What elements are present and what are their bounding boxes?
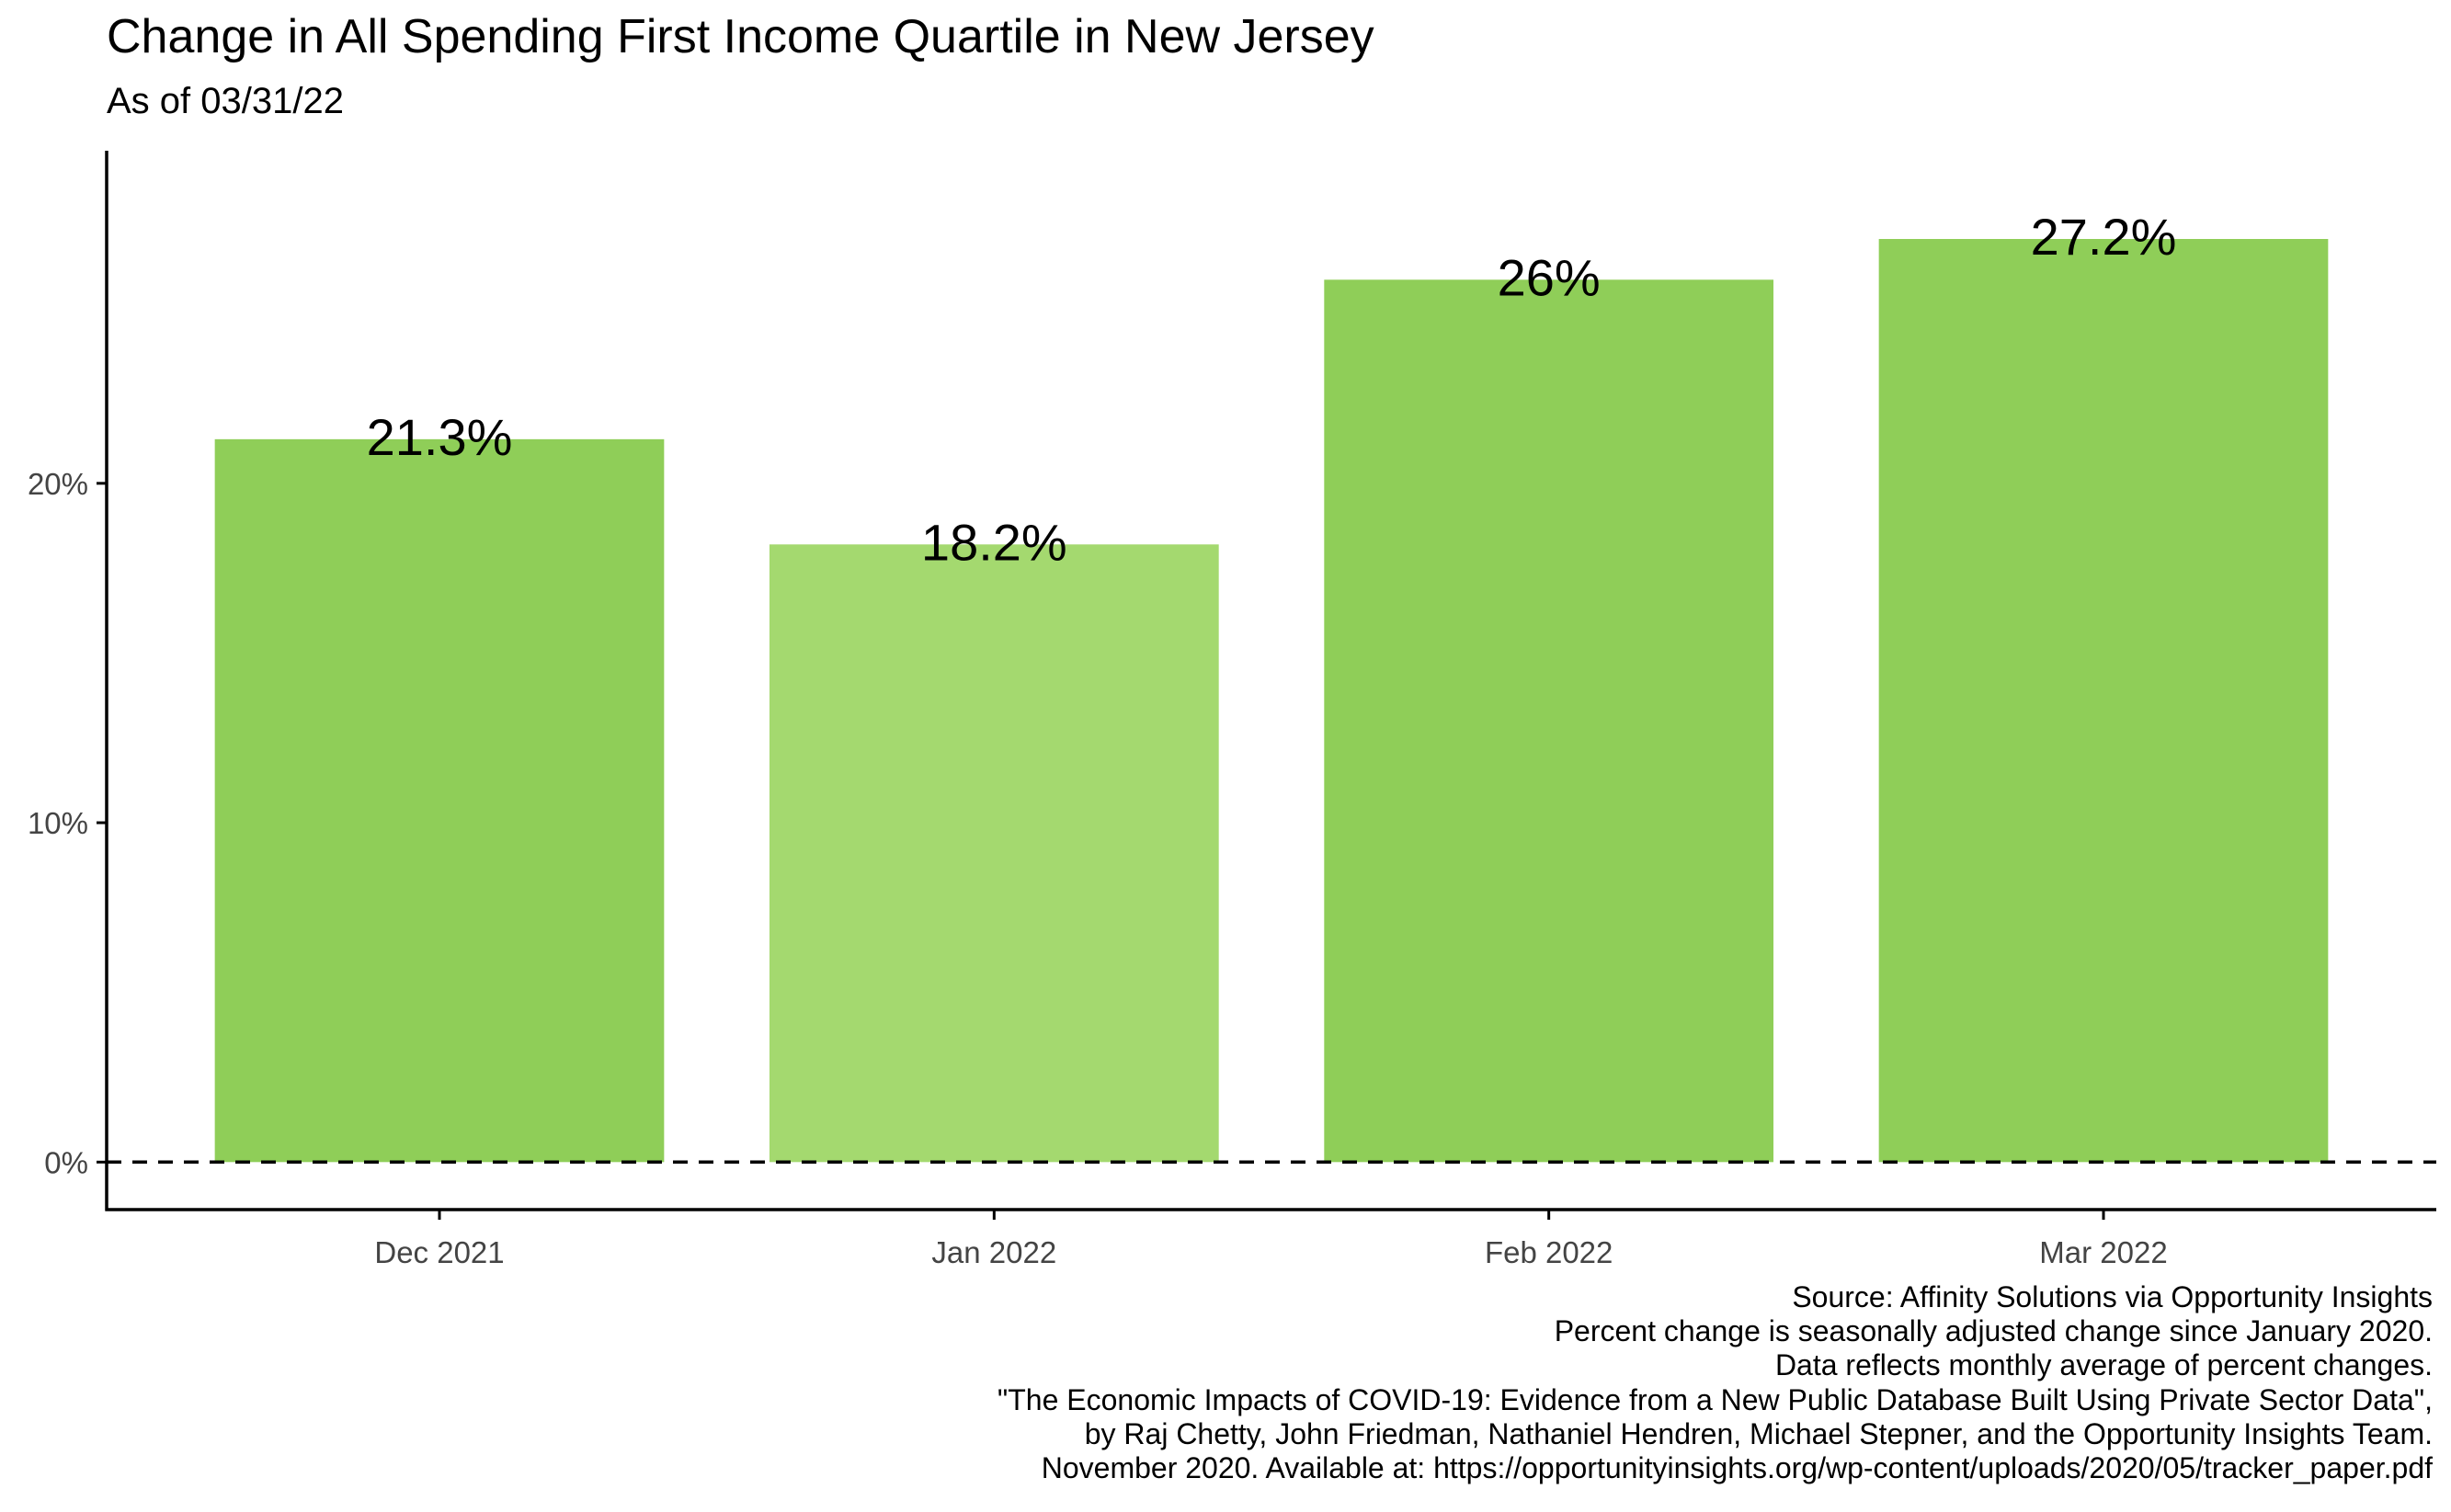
chart-title: Change in All Spending First Income Quar… [107,10,1374,63]
bar-1 [214,438,665,1163]
data-label-2: 18.2% [921,513,1067,571]
x-tick-label-1: Dec 2021 [374,1235,504,1269]
chart-caption: Source: Affinity Solutions via Opportuni… [998,1280,2433,1485]
data-label-4: 27.2% [2031,208,2177,266]
caption-line-source: Source: Affinity Solutions via Opportuni… [1792,1280,2433,1313]
bar-2 [769,544,1219,1163]
caption-line-average: Data reflects monthly average of percent… [1774,1348,2433,1382]
y-axis-ticks: 0% 10% 20% [28,467,107,1179]
x-axis-ticks: Dec 2021 Jan 2022 Feb 2022 Mar 2022 [374,1210,2168,1269]
x-tick-label-2: Jan 2022 [931,1235,1056,1269]
caption-line-method: Percent change is seasonally adjusted ch… [1554,1314,2433,1348]
bar-3 [1324,279,1774,1163]
bar-4 [1878,239,2329,1163]
data-labels-group: 21.3% 18.2% 26% 27.2% [367,208,2177,571]
bars-group [214,239,2329,1163]
y-tick-label-2: 10% [28,806,88,840]
chart-subtitle: As of 03/31/22 [107,81,344,121]
x-tick-label-4: Mar 2022 [2039,1235,2167,1269]
data-label-1: 21.3% [367,408,513,466]
caption-line-url: November 2020. Available at: https://opp… [1041,1451,2433,1485]
bar-chart: 21.3% 18.2% 26% 27.2% 0% 10% 20% Dec 2021 Jan … [28,151,2436,1269]
data-label-3: 26% [1498,248,1601,306]
caption-line-paper-title: "The Economic Impacts of COVID-19: Evide… [997,1382,2433,1416]
caption-line-authors: by Raj Chetty, John Friedman, Nathaniel … [1084,1416,2433,1450]
y-tick-label-1: 0% [44,1145,88,1179]
y-tick-label-3: 20% [28,467,88,501]
x-tick-label-3: Feb 2022 [1485,1235,1613,1269]
